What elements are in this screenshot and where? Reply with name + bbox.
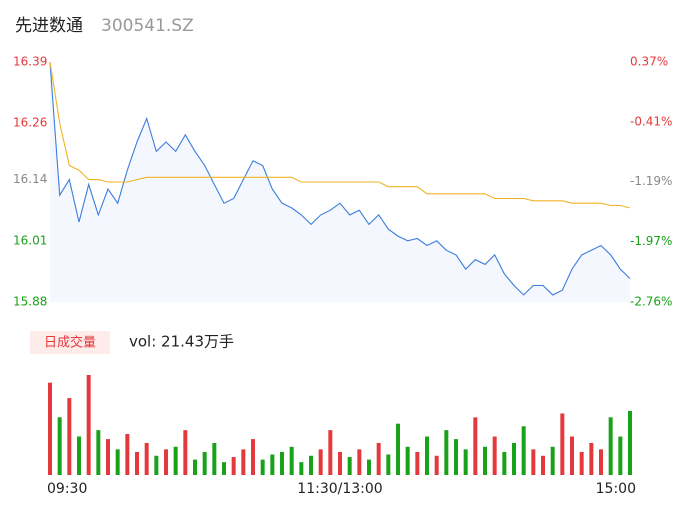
volume-bar bbox=[338, 451, 342, 475]
volume-bar bbox=[67, 398, 72, 475]
volume-bar bbox=[386, 454, 391, 475]
volume-bar bbox=[212, 442, 217, 475]
volume-bar bbox=[241, 449, 246, 475]
volume-bar bbox=[193, 459, 197, 475]
volume-bar bbox=[260, 459, 265, 475]
volume-bar bbox=[434, 455, 439, 475]
volume-bar bbox=[309, 455, 313, 475]
volume-bar bbox=[135, 451, 139, 475]
volume-bar bbox=[550, 446, 555, 475]
stock-name: 先进数通 bbox=[15, 16, 83, 36]
volume-bar bbox=[628, 410, 632, 475]
volume-bar bbox=[251, 439, 255, 475]
volume-bar bbox=[299, 462, 304, 475]
volume-bar bbox=[579, 451, 584, 475]
volume-bar bbox=[599, 449, 603, 475]
average-line bbox=[49, 61, 631, 209]
price-area bbox=[50, 62, 630, 302]
volume-bar bbox=[115, 449, 120, 475]
volume-bar bbox=[125, 433, 130, 475]
y2-tick-label: -1.97% bbox=[630, 234, 672, 248]
y-tick-label: 15.88 bbox=[13, 295, 47, 309]
y-tick-label: 16.39 bbox=[13, 55, 47, 69]
volume-bar bbox=[570, 436, 574, 475]
volume-title: 日成交量 bbox=[44, 335, 96, 351]
volume-bar bbox=[376, 442, 381, 475]
volume-bar bbox=[473, 417, 478, 475]
price-line bbox=[49, 61, 631, 296]
volume-bar bbox=[106, 439, 110, 475]
volume-bar bbox=[96, 430, 101, 475]
volume-bar bbox=[541, 455, 545, 475]
volume-bar bbox=[463, 449, 468, 475]
volume-bar bbox=[454, 439, 458, 475]
volume-bar bbox=[270, 454, 275, 475]
volume-bar bbox=[367, 459, 371, 475]
volume-bar bbox=[289, 446, 294, 475]
y2-tick-label: -2.76% bbox=[630, 295, 672, 309]
stock-code: 300541.SZ bbox=[101, 16, 194, 36]
volume-bar bbox=[144, 442, 149, 475]
volume-bar bbox=[347, 457, 352, 475]
volume-bar bbox=[415, 451, 420, 475]
volume-bar bbox=[357, 449, 362, 475]
y2-tick-label: -1.19% bbox=[630, 174, 672, 188]
volume-bar bbox=[173, 446, 178, 475]
x-tick-label: 09:30 bbox=[47, 481, 87, 497]
volume-bar bbox=[589, 442, 594, 475]
volume-bar bbox=[57, 417, 62, 475]
x-tick-label: 11:30/13:00 bbox=[297, 481, 382, 497]
volume-bar bbox=[222, 462, 226, 475]
volume-bar bbox=[164, 449, 168, 475]
volume-bar bbox=[231, 457, 236, 475]
volume-bar bbox=[444, 430, 449, 475]
volume-bar bbox=[280, 451, 284, 475]
y-tick-label: 16.14 bbox=[13, 172, 47, 186]
x-tick-label: 15:00 bbox=[596, 481, 636, 497]
badge-bg bbox=[30, 331, 110, 354]
volume-bar bbox=[425, 436, 429, 475]
volume-bar bbox=[521, 426, 526, 475]
volume-bar bbox=[531, 449, 536, 475]
volume-total: vol: 21.43万手 bbox=[129, 333, 234, 351]
volume-bar bbox=[396, 423, 400, 475]
y-tick-label: 16.01 bbox=[13, 233, 47, 247]
y2-tick-label: -0.41% bbox=[630, 114, 672, 128]
volume-bar bbox=[512, 442, 516, 475]
volume-bar bbox=[492, 436, 497, 475]
volume-bar bbox=[48, 382, 52, 475]
volume-bar bbox=[77, 436, 81, 475]
volume-bar bbox=[183, 430, 188, 475]
volume-bar bbox=[318, 449, 323, 475]
y2-tick-label: 0.37% bbox=[630, 55, 668, 69]
volume-bar bbox=[618, 436, 623, 475]
volume-bar bbox=[405, 446, 410, 475]
volume-bar bbox=[502, 451, 507, 475]
volume-bar bbox=[328, 430, 333, 475]
volume-bar bbox=[483, 446, 487, 475]
y-tick-label: 16.26 bbox=[13, 116, 47, 130]
volume-bar bbox=[86, 375, 91, 475]
volume-bar bbox=[608, 417, 613, 475]
volume-bar bbox=[154, 455, 159, 475]
volume-bar bbox=[560, 413, 565, 475]
volume-bar bbox=[202, 451, 207, 475]
